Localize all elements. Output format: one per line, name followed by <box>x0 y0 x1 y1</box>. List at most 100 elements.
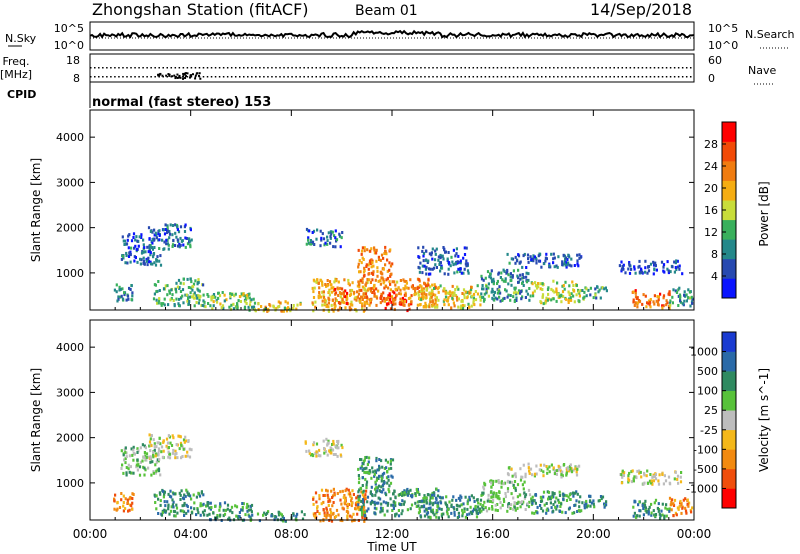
data-cell <box>560 475 563 479</box>
data-cell <box>229 307 232 311</box>
data-cell <box>160 302 163 306</box>
data-cell <box>491 507 494 511</box>
freq-point <box>500 67 503 69</box>
data-cell <box>322 508 325 511</box>
data-cell <box>371 494 374 498</box>
freq-point <box>146 67 148 69</box>
data-cell <box>444 290 447 294</box>
data-cell <box>479 502 482 506</box>
data-cell <box>397 509 400 512</box>
data-cell <box>321 283 324 287</box>
data-cell <box>461 303 464 307</box>
data-cell <box>189 239 192 243</box>
nave-point <box>641 76 644 78</box>
data-cell <box>332 453 335 456</box>
data-cell <box>632 290 635 294</box>
data-cell <box>263 307 267 311</box>
data-cell <box>329 241 332 245</box>
data-cell <box>165 242 168 246</box>
program-label: normal (fast stereo) 153 <box>92 95 271 110</box>
data-cell <box>167 455 170 459</box>
data-cell <box>420 285 423 289</box>
data-cell <box>447 272 450 276</box>
data-cell <box>326 443 329 447</box>
data-cell <box>539 282 542 286</box>
data-cell <box>578 464 581 468</box>
data-cell <box>581 289 584 292</box>
nave-point <box>126 76 128 78</box>
data-cell <box>312 502 315 506</box>
data-cell <box>308 229 311 233</box>
data-cell <box>162 439 165 443</box>
freq-point <box>154 67 156 69</box>
data-cell <box>509 467 512 471</box>
data-cell <box>327 441 330 445</box>
data-cell <box>570 470 574 474</box>
colorbar-tick-label: 100 <box>697 385 718 398</box>
data-cell <box>463 267 466 271</box>
data-cell <box>147 455 150 459</box>
data-cell <box>641 504 644 507</box>
data-cell <box>554 505 557 509</box>
data-cell <box>456 260 459 264</box>
data-cell <box>397 286 400 290</box>
freq-point <box>230 67 233 69</box>
data-cell <box>683 290 686 294</box>
data-cell <box>179 498 182 501</box>
data-cell <box>237 299 240 303</box>
y-tick-label: 4000 <box>56 341 84 354</box>
data-cell <box>669 303 672 307</box>
data-cell <box>569 296 572 300</box>
data-cell <box>576 253 579 257</box>
data-cell <box>392 507 395 510</box>
data-cell <box>175 235 178 239</box>
data-cell <box>666 301 669 305</box>
data-cell <box>363 505 366 509</box>
data-cell <box>561 260 564 264</box>
nave-scatter <box>182 75 185 78</box>
data-cell <box>469 510 472 514</box>
data-cell <box>365 466 368 470</box>
data-cell <box>461 299 464 303</box>
data-cell <box>644 270 647 274</box>
colorbar-tick-label: 8 <box>711 248 718 261</box>
data-cell <box>447 267 450 271</box>
data-cell <box>669 299 672 303</box>
data-cell <box>431 299 434 303</box>
data-cell <box>662 296 665 300</box>
freq-point <box>226 67 229 69</box>
data-cell <box>208 512 211 516</box>
data-cell <box>326 453 329 457</box>
data-cell <box>334 453 337 456</box>
data-cell <box>558 510 561 513</box>
data-cell <box>375 259 378 263</box>
data-cell <box>576 492 579 496</box>
data-cell <box>116 299 119 303</box>
data-cell <box>156 468 159 472</box>
data-cell <box>482 278 485 282</box>
data-cell <box>341 489 344 493</box>
data-cell <box>548 262 551 266</box>
freq-point <box>251 67 253 69</box>
data-cell <box>119 295 122 299</box>
data-cell <box>149 251 152 255</box>
freq-right-tick-top: 60 <box>708 54 722 67</box>
data-cell <box>480 274 483 278</box>
data-cell <box>172 492 175 496</box>
data-cell <box>514 488 517 492</box>
data-cell <box>184 494 187 498</box>
data-cell <box>579 495 582 499</box>
colorbar-segment <box>722 278 736 299</box>
data-cell <box>545 257 548 261</box>
x-tick-label: 04:00 <box>173 527 208 541</box>
data-cell <box>544 259 547 263</box>
data-cell <box>474 505 477 509</box>
x-tick-label: 20:00 <box>576 527 611 541</box>
data-cell <box>679 499 682 503</box>
data-cell <box>491 500 494 504</box>
data-cell <box>507 502 510 505</box>
data-cell <box>460 304 463 308</box>
data-cell <box>318 291 321 294</box>
data-cell <box>336 454 339 458</box>
data-cell <box>384 285 388 289</box>
